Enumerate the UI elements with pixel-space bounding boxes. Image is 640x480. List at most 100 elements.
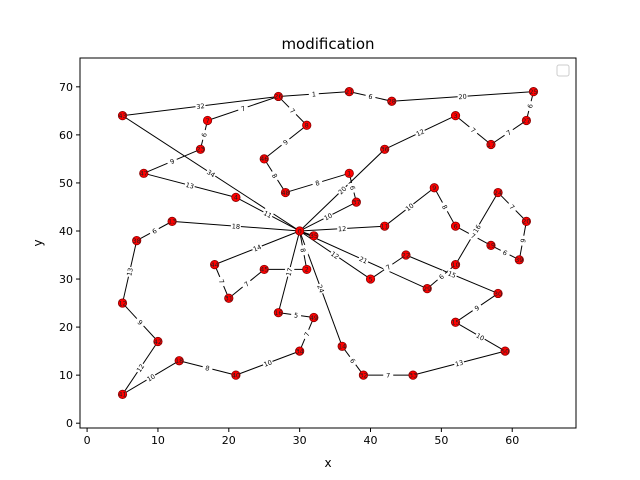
node-label: 14 [338,343,346,351]
edge-weight: 7 [383,370,394,380]
edge-weight-label: 8 [314,179,320,188]
graph-node [195,144,206,154]
edge-weight: 13 [124,265,136,278]
graph-node [295,226,305,236]
edge-weight: 6 [198,128,210,141]
edge-weight: 20 [457,91,468,102]
edge-weight-label: 12 [135,363,146,374]
edge-weight-bg [364,90,377,102]
edge-weight-bg [194,100,206,112]
edge-weight-bg [357,253,370,266]
edge-weight-bg [470,221,484,236]
edge-weight-label: 13 [454,359,464,369]
node-label: 35 [310,232,318,240]
edge-weight-label: 6 [368,93,374,102]
edge-weight-bg [204,166,218,180]
graph-node [302,120,312,130]
graph-node [259,264,269,275]
edge-weight-bg [133,361,147,375]
edge-weight: 18 [230,221,242,232]
edge-weight-label: 7 [386,372,390,380]
edge-weight: 21 [357,253,370,266]
edge-weight: 12 [336,223,348,234]
edge-weight-label: 6 [348,185,357,191]
edge-weight: 8 [201,362,214,374]
edge-weight: 7 [381,260,395,274]
edge-weight-bg [201,362,214,374]
node-label: 45 [260,266,268,274]
graph-node [309,312,319,323]
node-label: 6 [453,222,457,230]
edge-weight-label: 16 [472,223,483,234]
edge-weight-label: 10 [475,332,486,343]
edge-weight: 8 [438,200,452,214]
edge-weight: 7 [215,275,228,288]
graph-node [174,356,184,366]
graph-node [450,260,461,270]
graph-node [450,317,461,327]
edge-weight-bg [314,282,327,295]
node-label: 36 [381,146,389,154]
edge-weight-bg [505,200,519,214]
node-label: 3 [453,112,457,120]
node-label: 50 [501,347,509,355]
edge-weight-bg [438,200,452,214]
x-axis-label: x [324,456,331,470]
graph-node [259,154,269,164]
edge-weight-label: 11 [262,209,273,220]
edge-weight-label: 8 [270,172,279,180]
graph-node [521,216,532,226]
graph-node [344,168,354,178]
y-tick-label: 20 [59,321,73,334]
edge-weight-bg [346,354,360,368]
edge-weight-bg [517,234,529,247]
graph-node [380,221,390,231]
edge-weight-bg [261,357,275,370]
node-label: 38 [133,237,141,245]
edge-weight-bg [183,179,196,191]
node-label: 44 [210,261,218,269]
edge-weight: 6 [434,269,449,284]
edge-weight-label: 20 [458,93,467,102]
node-label: 15 [451,319,459,327]
edge-weight-label: 14 [252,243,263,253]
edge-weight: 6 [347,181,359,194]
node-label: 33 [409,371,417,379]
graph-node [401,250,411,260]
edge-weight-bg [278,135,293,149]
edge-weight: 7 [239,277,254,291]
edge-weight-bg [285,104,300,118]
graph-node [500,346,510,356]
edge-weight-bg [300,327,313,341]
node-label: 34 [296,347,304,355]
nodes-layer [117,87,539,399]
y-tick-label: 50 [59,177,73,190]
edge-weight-bg [124,265,136,278]
graph-node [521,115,532,126]
edge-weight: 9 [470,301,484,315]
edge-weight-bg [470,301,484,315]
node-label: 28 [388,98,396,106]
edge-weight-label: 7 [243,280,251,289]
graph-node [514,255,524,265]
x-tick-label: 10 [151,434,165,447]
edge-weight-bg [239,277,254,291]
graph-node [167,216,177,226]
edge-weight: 9 [133,315,147,330]
edge-weight: 16 [470,221,484,236]
edge-weight-label: 32 [196,102,205,111]
edge-weight-label: 9 [519,238,528,244]
edge-weight-bg [466,123,480,137]
edge-weight-label: 10 [263,358,274,368]
chart-title: modification [281,35,374,53]
edge-weight: 6 [364,90,377,102]
edge-weight-label: 7 [469,232,476,241]
edge-weight-bg [290,309,302,321]
edge-weight-bg [144,371,158,384]
node-label: 20 [522,218,530,226]
edge-weight: 7 [285,104,300,118]
edge-weight-label: 17 [285,267,295,277]
